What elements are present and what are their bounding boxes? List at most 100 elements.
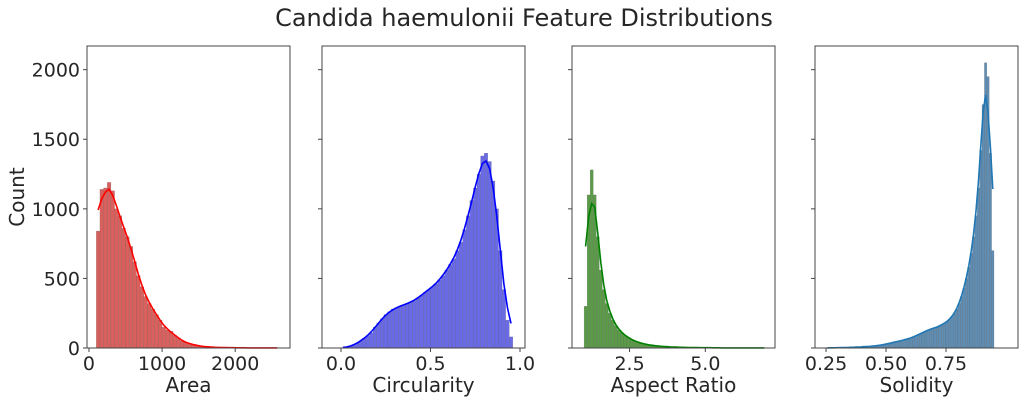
- histogram-bar: [115, 209, 119, 348]
- histogram-bar: [908, 339, 910, 348]
- histogram-bar: [111, 191, 115, 348]
- histogram-bar: [929, 329, 931, 348]
- histogram-bar: [118, 216, 122, 348]
- histogram-bar: [140, 287, 144, 348]
- histogram-bar: [173, 335, 177, 348]
- y-tick-label: 2000: [32, 60, 80, 82]
- x-tick-label: 0.5: [415, 353, 445, 375]
- histogram-bar: [584, 306, 587, 348]
- histogram-bar: [162, 327, 166, 348]
- histogram-bar: [989, 153, 991, 348]
- histogram-bar: [915, 336, 917, 348]
- histogram-bar: [466, 216, 470, 348]
- histogram-bar: [917, 335, 919, 348]
- histogram-bar: [398, 306, 402, 348]
- histogram-bar: [927, 330, 929, 348]
- histogram-bar: [910, 338, 912, 348]
- histogram-bar: [900, 340, 902, 348]
- histogram-bar: [158, 320, 162, 348]
- x-tick-label: 0: [83, 353, 95, 375]
- histogram-bar: [136, 276, 140, 348]
- x-tick-label: 5.0: [690, 353, 720, 375]
- histogram-bar: [430, 287, 434, 348]
- histogram-bar: [384, 315, 388, 348]
- histogram-bar: [133, 262, 137, 348]
- histogram-bar: [438, 280, 442, 348]
- histogram-bar: [920, 334, 922, 348]
- histogram-bar: [488, 162, 492, 348]
- histogram-bar: [953, 313, 955, 348]
- x-tick-label: 2000: [211, 353, 259, 375]
- histogram-bar: [970, 253, 972, 348]
- histogram-bar: [951, 317, 953, 348]
- histogram-bar: [107, 182, 111, 348]
- histogram-bar: [366, 335, 370, 348]
- histogram-bar: [395, 308, 399, 348]
- histogram-bar: [470, 200, 474, 348]
- histogram-bar: [608, 313, 611, 348]
- y-tick-label: 0: [68, 338, 80, 360]
- histogram-bar: [100, 189, 104, 348]
- histogram-bar: [509, 337, 513, 348]
- histogram-bar: [448, 264, 452, 348]
- histogram-bar: [946, 322, 948, 348]
- histogram-bar: [388, 312, 392, 348]
- histogram-bar: [922, 332, 924, 348]
- histogram-bar: [129, 246, 133, 348]
- x-tick-label: 1.0: [505, 353, 535, 375]
- histogram-bar: [944, 323, 946, 348]
- histogram-bar: [958, 303, 960, 348]
- y-tick-label: 500: [44, 268, 80, 290]
- histogram-bar: [477, 174, 481, 348]
- chart-title: Candida haemulonii Feature Distributions: [275, 4, 773, 32]
- x-axis-label: Area: [165, 373, 211, 397]
- histogram-bar: [611, 320, 614, 348]
- histogram-bar: [972, 237, 974, 348]
- histogram-bar: [144, 297, 148, 348]
- histogram-bar: [630, 339, 633, 348]
- histogram-bar: [122, 228, 126, 348]
- x-tick-label: 0.50: [865, 353, 907, 375]
- histogram-bar: [416, 298, 420, 348]
- histogram-bar: [948, 319, 950, 348]
- histogram-bar: [380, 319, 384, 348]
- histogram-bar: [965, 278, 967, 348]
- histogram-bar: [126, 237, 130, 348]
- histogram-bar: [934, 328, 936, 348]
- histogram-bar: [980, 150, 982, 348]
- histogram-bar: [155, 315, 159, 348]
- histogram-bar: [147, 303, 151, 348]
- x-tick-label: 2.5: [614, 353, 644, 375]
- histogram-bar: [409, 302, 413, 348]
- histogram-bar: [391, 309, 395, 348]
- histogram-bar: [936, 327, 938, 348]
- histogram-bar: [370, 333, 374, 348]
- histogram-bar: [151, 309, 155, 348]
- histogram-bar: [614, 326, 617, 348]
- histogram-bar: [968, 267, 970, 348]
- histogram-bar: [977, 188, 979, 348]
- y-tick-label: 1500: [32, 129, 80, 151]
- histogram-bar: [441, 276, 445, 348]
- x-axis-label: Solidity: [880, 373, 954, 397]
- histogram-bar: [590, 170, 593, 348]
- histogram-bar: [941, 324, 943, 348]
- x-axis-label: Circularity: [372, 373, 474, 397]
- histogram-bar: [96, 231, 100, 348]
- histogram-bar: [405, 303, 409, 348]
- histogram-bar: [627, 338, 630, 348]
- histogram-bar: [924, 331, 926, 348]
- histogram-bar: [596, 237, 599, 348]
- x-axis-label: Aspect Ratio: [611, 373, 737, 397]
- histogram-bar: [452, 259, 456, 348]
- histogram-bar: [624, 335, 627, 348]
- histogram-bar: [377, 323, 381, 348]
- histogram-bar: [434, 284, 438, 348]
- histogram-bar: [445, 270, 449, 348]
- histogram-bar: [905, 339, 907, 348]
- histogram-bar: [617, 330, 620, 348]
